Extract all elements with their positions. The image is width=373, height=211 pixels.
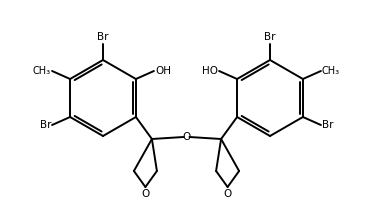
Text: Br: Br [40,120,51,130]
Text: CH₃: CH₃ [322,66,340,76]
Text: O: O [141,189,150,199]
Text: Br: Br [97,32,109,42]
Text: CH₃: CH₃ [33,66,51,76]
Text: HO: HO [202,66,218,76]
Text: Br: Br [322,120,333,130]
Text: Br: Br [264,32,276,42]
Text: OH: OH [155,66,171,76]
Text: O: O [182,132,191,142]
Text: O: O [223,189,232,199]
